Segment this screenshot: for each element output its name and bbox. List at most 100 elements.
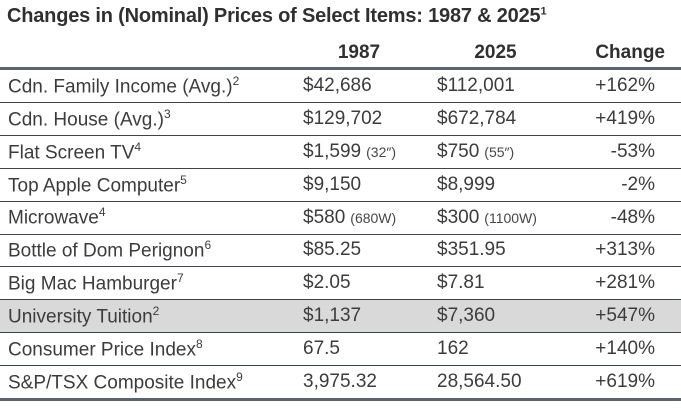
price-value: $42,686 [303, 74, 372, 96]
table-row: Consumer Price Index8 67.5 162 +140% [0, 333, 681, 367]
price-note: (1100W) [484, 209, 537, 226]
table-row: Microwave4 $580 (680W) $300 (1100W) -48% [0, 202, 681, 235]
table-row: Cdn. House (Avg.)3 $129,702 $672,784 +41… [0, 103, 681, 136]
price-value: $7,360 [437, 305, 496, 327]
column-header-item [0, 64, 303, 67]
change-percent: +313% [595, 239, 655, 261]
footnote-marker: 4 [98, 205, 106, 220]
item-label: University Tuition [8, 306, 153, 328]
footnote-marker: 3 [163, 106, 171, 121]
item-name: University Tuition2 [0, 304, 303, 328]
price-1987: $1,137 [303, 305, 437, 327]
price-value: 28,564.50 [437, 371, 522, 393]
footnote-marker: 2 [152, 304, 160, 319]
footnote-marker: 6 [204, 238, 212, 253]
price-2025: $300 (1100W) [437, 207, 580, 229]
table-row: S&P/TSX Composite Index9 3,975.32 28,564… [0, 366, 681, 398]
footnote-marker: 4 [134, 139, 142, 154]
change-percent: +547% [595, 305, 655, 327]
price-2025: $351.95 [437, 239, 580, 261]
column-header-1987: 1987 [337, 42, 381, 63]
change-percent: +281% [595, 272, 655, 294]
price-2025: $7,360 [437, 305, 580, 327]
price-2025: $672,784 [437, 108, 580, 130]
price-value: $1,137 [303, 305, 362, 327]
price-note: (32″) [366, 143, 396, 160]
price-value: $580 [303, 206, 346, 228]
item-name: Top Apple Computer5 [0, 173, 303, 197]
table-row-highlighted: University Tuition2 $1,137 $7,360 +547% [0, 300, 681, 334]
price-value: $2.05 [303, 272, 351, 294]
price-1987: $2.05 [303, 272, 437, 294]
item-name: S&P/TSX Composite Index9 [0, 370, 303, 394]
change-percent: -48% [610, 206, 655, 228]
footnote-marker: 2 [232, 73, 240, 88]
item-label: Bottle of Dom Perignon [8, 240, 205, 262]
price-value: $351.95 [437, 239, 506, 261]
item-name: Microwave4 [0, 205, 303, 229]
price-value: $300 [437, 206, 480, 228]
price-2025: $112,001 [437, 75, 580, 97]
item-label: Flat Screen TV [8, 141, 135, 163]
column-header-2025: 2025 [474, 42, 517, 63]
price-1987: $9,150 [303, 174, 437, 196]
item-label: Top Apple Computer [8, 174, 181, 196]
change-percent: +419% [595, 107, 655, 129]
change-percent: +140% [595, 338, 655, 360]
change-percent: +162% [595, 74, 655, 96]
change-percent: -53% [610, 140, 655, 162]
table-header: 1987 2025 Change [0, 36, 681, 70]
price-value: 162 [437, 338, 469, 360]
item-name: Big Mac Hamburger7 [0, 271, 303, 295]
price-value: $9,150 [303, 173, 362, 195]
table-row: Top Apple Computer5 $9,150 $8,999 -2% [0, 169, 681, 202]
price-1987: $580 (680W) [303, 207, 437, 229]
footnote-marker: 9 [236, 369, 243, 384]
price-value: 67.5 [303, 338, 340, 360]
price-1987: $42,686 [303, 75, 437, 97]
item-name: Consumer Price Index8 [0, 337, 303, 361]
table-row: Big Mac Hamburger7 $2.05 $7.81 +281% [0, 267, 681, 301]
figure-title: Changes in (Nominal) Prices of Select It… [0, 0, 681, 36]
footnote-marker: 8 [195, 337, 203, 352]
price-2025: $7.81 [437, 272, 580, 294]
item-label: Big Mac Hamburger [8, 273, 177, 295]
item-label: Microwave [8, 207, 99, 229]
item-label: Cdn. House (Avg.) [8, 109, 164, 131]
item-name: Bottle of Dom Perignon6 [0, 238, 303, 262]
price-2025: $8,999 [437, 174, 580, 196]
table-row: Flat Screen TV4 $1,599 (32″) $750 (55″) -5… [0, 136, 681, 169]
price-value: $7.81 [437, 272, 485, 294]
item-label: Cdn. Family Income (Avg.) [8, 76, 233, 98]
item-name: Cdn. House (Avg.)3 [0, 107, 303, 131]
figure-title-text: Changes in (Nominal) Prices of Select It… [7, 5, 541, 27]
item-label: S&P/TSX Composite Index [8, 372, 237, 394]
price-value: $672,784 [437, 107, 517, 129]
change-percent: -2% [621, 173, 655, 195]
price-value: $750 [437, 140, 480, 162]
item-name: Cdn. Family Income (Avg.)2 [0, 74, 303, 98]
table-body: Cdn. Family Income (Avg.)2 $42,686 $112,… [0, 70, 681, 401]
price-1987: 3,975.32 [303, 371, 437, 393]
price-1987: $129,702 [303, 108, 437, 130]
title-footnote-marker: 1 [540, 5, 547, 18]
footnote-marker: 7 [176, 271, 184, 286]
price-value: $112,001 [437, 74, 515, 96]
column-header-change: Change [595, 42, 665, 63]
footnote-marker: 5 [180, 172, 187, 187]
price-2025: 28,564.50 [437, 371, 580, 393]
price-note: (55″) [484, 143, 515, 160]
table-row: Cdn. Family Income (Avg.)2 $42,686 $112,… [0, 70, 681, 103]
price-value: 3,975.32 [303, 371, 377, 393]
price-value: $129,702 [303, 107, 383, 129]
price-value: $1,599 [303, 140, 362, 162]
item-label: Consumer Price Index [8, 339, 196, 361]
price-note: (680W) [350, 209, 397, 226]
item-name: Flat Screen TV4 [0, 140, 303, 164]
price-2025: $750 (55″) [437, 141, 580, 163]
price-1987: 67.5 [303, 338, 437, 360]
table-row: Bottle of Dom Perignon6 $85.25 $351.95 +… [0, 235, 681, 268]
change-percent: +619% [595, 371, 655, 393]
price-2025: 162 [437, 338, 580, 360]
